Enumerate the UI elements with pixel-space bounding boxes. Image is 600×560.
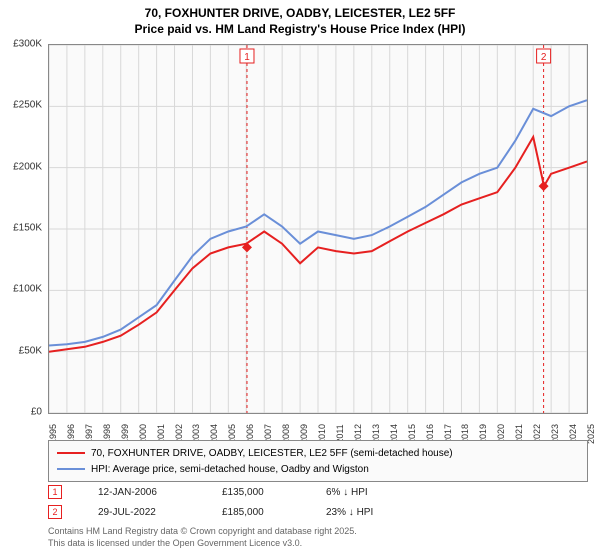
legend-label: HPI: Average price, semi-detached house,… (91, 464, 369, 475)
transaction-row: 2 29-JUL-2022 £185,000 23% ↓ HPI (48, 502, 588, 522)
footer-line-2: This data is licensed under the Open Gov… (48, 538, 357, 550)
chart-container: 70, FOXHUNTER DRIVE, OADBY, LEICESTER, L… (0, 0, 600, 560)
transaction-table: 1 12-JAN-2006 £135,000 6% ↓ HPI 2 29-JUL-2022… (48, 482, 588, 522)
y-tick-label: £250K (13, 100, 42, 111)
y-axis: £0£50K£100K£150K£200K£250K£300K (0, 44, 46, 414)
y-tick-label: £100K (13, 284, 42, 295)
footer-attribution: Contains HM Land Registry data © Crown c… (48, 526, 357, 549)
legend-label: 70, FOXHUNTER DRIVE, OADBY, LEICESTER, L… (91, 448, 453, 459)
transaction-price: £135,000 (222, 487, 302, 498)
transaction-marker: 1 (48, 485, 62, 499)
legend-swatch (57, 468, 85, 470)
y-tick-label: £0 (31, 407, 42, 418)
svg-text:1: 1 (244, 52, 250, 63)
legend-item: 70, FOXHUNTER DRIVE, OADBY, LEICESTER, L… (57, 445, 579, 461)
transaction-price: £185,000 (222, 507, 302, 518)
x-axis: 1995199619971998199920002001200220032004… (48, 416, 588, 440)
chart-plot-area: 12 (48, 44, 588, 414)
transaction-date: 29-JUL-2022 (98, 507, 198, 518)
transaction-pct: 6% ↓ HPI (326, 487, 406, 498)
legend: 70, FOXHUNTER DRIVE, OADBY, LEICESTER, L… (48, 440, 588, 482)
y-tick-label: £200K (13, 161, 42, 172)
transaction-marker: 2 (48, 505, 62, 519)
y-tick-label: £50K (19, 345, 42, 356)
y-tick-label: £300K (13, 39, 42, 50)
footer-line-1: Contains HM Land Registry data © Crown c… (48, 526, 357, 538)
transaction-row: 1 12-JAN-2006 £135,000 6% ↓ HPI (48, 482, 588, 502)
legend-item: HPI: Average price, semi-detached house,… (57, 461, 579, 477)
title-line-2: Price paid vs. HM Land Registry's House … (0, 22, 600, 38)
transaction-date: 12-JAN-2006 (98, 487, 198, 498)
svg-text:2: 2 (541, 52, 547, 63)
y-tick-label: £150K (13, 223, 42, 234)
legend-swatch (57, 452, 85, 454)
title-line-1: 70, FOXHUNTER DRIVE, OADBY, LEICESTER, L… (0, 6, 600, 22)
transaction-pct: 23% ↓ HPI (326, 507, 406, 518)
title-block: 70, FOXHUNTER DRIVE, OADBY, LEICESTER, L… (0, 0, 600, 37)
